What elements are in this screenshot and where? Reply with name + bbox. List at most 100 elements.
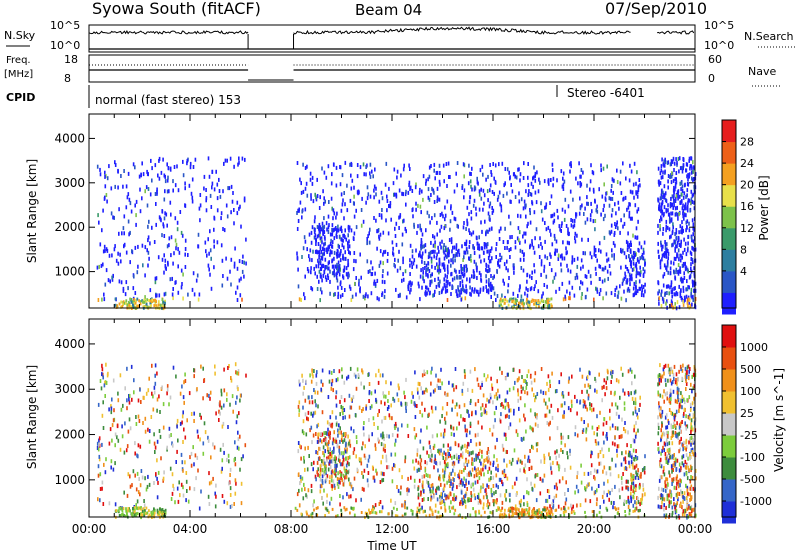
- data-cell: [213, 239, 215, 244]
- data-cell: [459, 469, 461, 474]
- data-cell: [408, 488, 410, 493]
- data-cell: [338, 244, 340, 249]
- data-cell: [310, 266, 312, 271]
- data-cell: [514, 245, 517, 250]
- data-cell: [352, 201, 355, 206]
- data-cell: [363, 172, 365, 177]
- data-cell: [132, 469, 135, 474]
- data-cell: [513, 263, 515, 268]
- data-cell: [361, 446, 363, 451]
- data-cell: [313, 460, 315, 465]
- data-cell: [566, 240, 569, 245]
- data-cell: [312, 433, 315, 438]
- data-cell: [480, 472, 482, 477]
- data-cell: [428, 412, 430, 417]
- data-cell: [522, 378, 525, 383]
- data-cell: [468, 240, 471, 245]
- data-cell: [443, 179, 445, 184]
- data-cell: [311, 368, 313, 373]
- data-cell: [344, 475, 346, 480]
- data-cell: [659, 224, 661, 228]
- data-cell: [596, 287, 598, 292]
- data-cell: [504, 246, 506, 250]
- data-cell: [433, 254, 435, 259]
- data-cell: [394, 452, 397, 457]
- data-cell: [414, 185, 417, 190]
- data-cell: [553, 233, 556, 238]
- data-cell: [471, 187, 473, 192]
- data-cell: [394, 501, 397, 506]
- data-cell: [601, 447, 603, 452]
- data-cell: [614, 442, 616, 447]
- data-cell: [143, 503, 146, 508]
- data-cell: [681, 165, 683, 170]
- data-cell: [488, 466, 491, 471]
- data-cell: [216, 240, 219, 245]
- data-cell: [552, 460, 554, 465]
- data-cell: [639, 183, 641, 188]
- data-cell: [434, 240, 436, 245]
- data-cell: [508, 276, 510, 280]
- data-cell: [448, 250, 450, 255]
- data-cell: [170, 433, 172, 437]
- data-cell: [435, 284, 438, 289]
- data-cell: [590, 403, 593, 408]
- data-cell: [125, 250, 128, 255]
- data-cell: [343, 216, 345, 221]
- data-cell: [637, 428, 639, 433]
- data-cell: [557, 408, 559, 413]
- data-cell: [603, 465, 606, 470]
- data-cell: [398, 386, 400, 391]
- data-cell: [502, 278, 504, 283]
- data-cell: [681, 297, 683, 302]
- data-cell: [627, 430, 629, 435]
- data-cell: [325, 471, 327, 475]
- data-cell: [99, 167, 101, 172]
- data-cell: [634, 235, 637, 240]
- data-cell: [628, 244, 631, 249]
- data-cell: [242, 254, 244, 259]
- data-cell: [557, 215, 559, 220]
- data-cell: [486, 450, 488, 455]
- data-cell: [454, 472, 456, 477]
- data-cell: [503, 281, 505, 286]
- data-cell: [452, 463, 455, 468]
- data-cell: [498, 394, 501, 399]
- data-cell: [585, 427, 588, 432]
- data-cell: [556, 208, 559, 213]
- data-cell: [191, 177, 194, 182]
- data-cell: [526, 374, 528, 379]
- data-cell: [301, 476, 304, 481]
- data-cell: [638, 271, 641, 276]
- data-cell: [477, 289, 479, 294]
- data-cell: [593, 249, 596, 254]
- data-cell: [368, 240, 371, 245]
- data-cell: [536, 448, 538, 453]
- data-cell: [532, 176, 534, 181]
- data-cell: [687, 297, 690, 302]
- data-cell: [633, 195, 635, 200]
- data-cell: [314, 474, 317, 479]
- data-cell: [377, 229, 379, 234]
- data-cell: [457, 224, 459, 229]
- data-cell: [348, 225, 351, 230]
- data-cell: [441, 288, 443, 293]
- cpid-panel: CPID normal (fast stereo) 153 Stereo -64…: [6, 85, 645, 108]
- data-cell: [506, 191, 508, 196]
- data-cell: [390, 381, 392, 386]
- data-cell: [527, 183, 530, 188]
- data-cell: [679, 181, 681, 186]
- data-cell: [438, 197, 441, 202]
- data-cell: [425, 228, 427, 233]
- data-cell: [233, 502, 235, 506]
- data-cell: [522, 206, 525, 211]
- data-cell: [491, 284, 493, 289]
- data-cell: [124, 421, 126, 426]
- data-cell: [536, 170, 538, 175]
- ground-scatter-cell: [550, 297, 553, 301]
- data-cell: [662, 231, 664, 236]
- data-cell: [329, 456, 332, 461]
- data-cell: [480, 406, 482, 411]
- data-cell: [147, 250, 150, 255]
- data-cell: [427, 187, 430, 192]
